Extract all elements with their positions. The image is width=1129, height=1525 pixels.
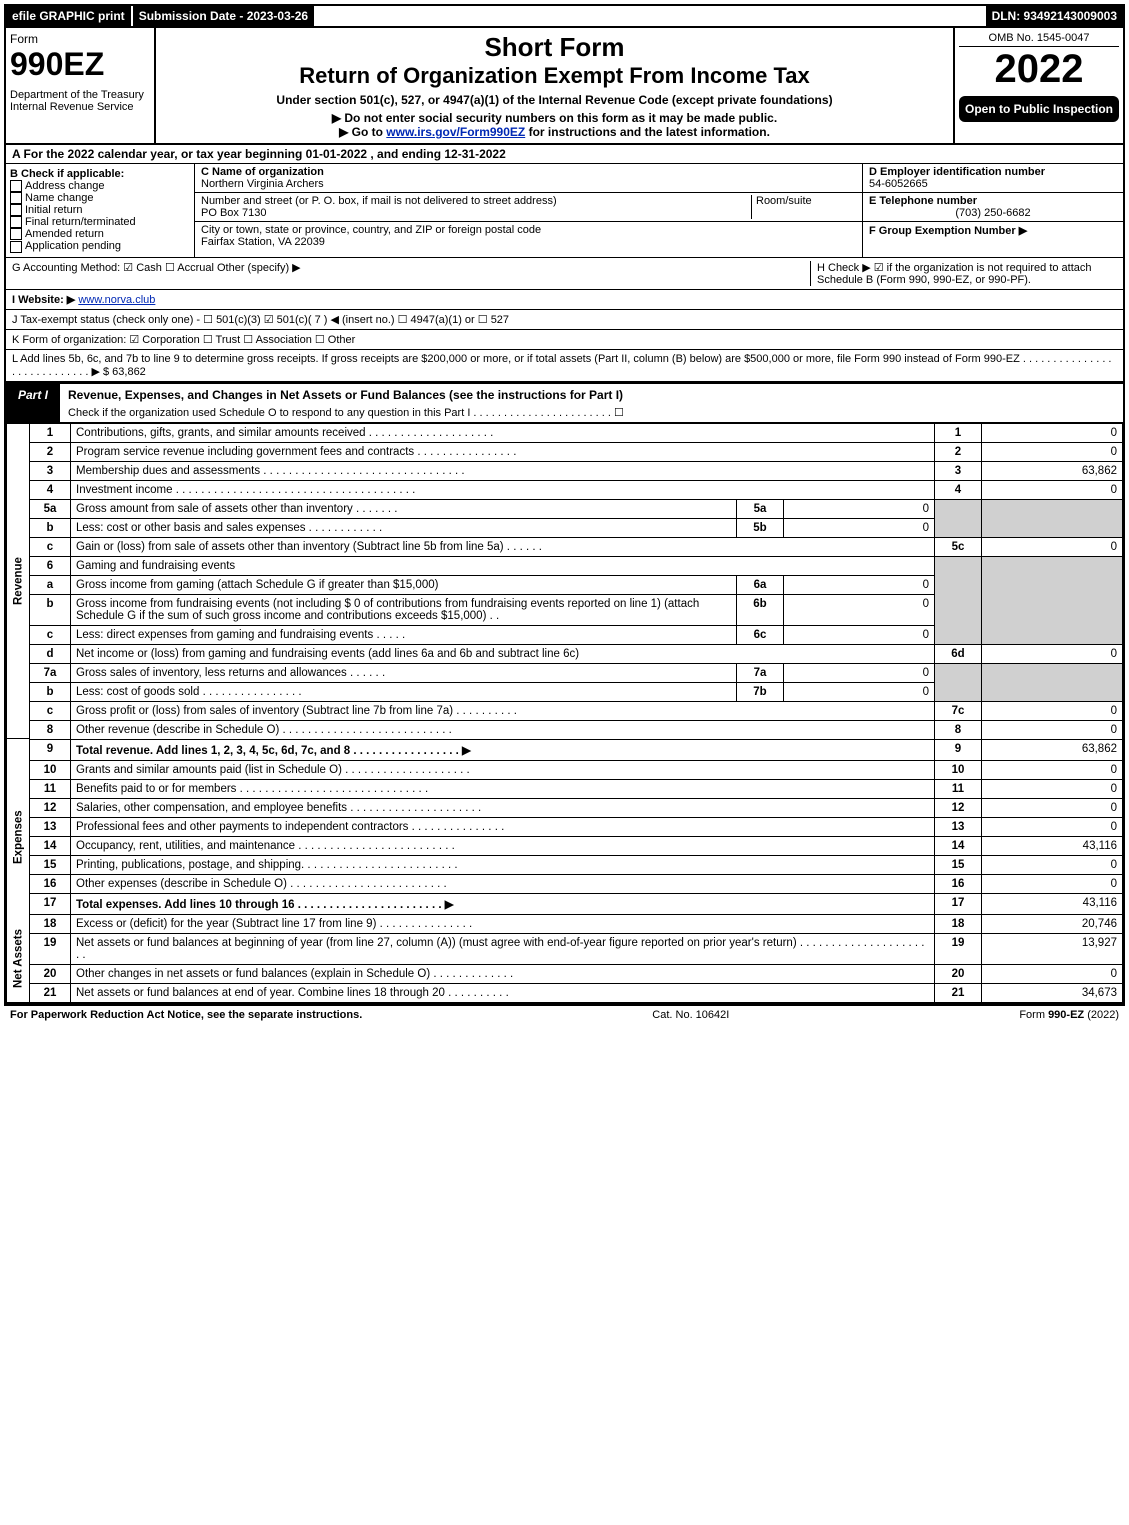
line-6d: d Net income or (loss) from gaming and f… xyxy=(7,644,1123,663)
line-2: 2 Program service revenue including gove… xyxy=(7,442,1123,461)
return-title: Return of Organization Exempt From Incom… xyxy=(160,63,949,89)
line-6: 6 Gaming and fundraising events xyxy=(7,556,1123,575)
page-footer: For Paperwork Reduction Act Notice, see … xyxy=(4,1005,1125,1024)
tax-year: 2022 xyxy=(959,47,1119,92)
line-16: 16Other expenses (describe in Schedule O… xyxy=(7,874,1123,893)
efile-print-label[interactable]: efile GRAPHIC print xyxy=(6,6,131,26)
form-version: Form 990-EZ (2022) xyxy=(1019,1009,1119,1021)
top-bar: efile GRAPHIC print Submission Date - 20… xyxy=(6,6,1123,28)
form-container: efile GRAPHIC print Submission Date - 20… xyxy=(4,4,1125,1005)
line-11: 11Benefits paid to or for members . . . … xyxy=(7,779,1123,798)
accounting-method: G Accounting Method: ☑ Cash ☐ Accrual Ot… xyxy=(12,261,810,286)
l-text: L Add lines 5b, 6c, and 7b to line 9 to … xyxy=(12,353,1112,378)
line-4: 4 Investment income . . . . . . . . . . … xyxy=(7,480,1123,499)
line-15: 15Printing, publications, postage, and s… xyxy=(7,855,1123,874)
line-12: 12Salaries, other compensation, and empl… xyxy=(7,798,1123,817)
sections-d-e-f: D Employer identification number 54-6052… xyxy=(863,164,1123,257)
omb-number: OMB No. 1545-0047 xyxy=(959,32,1119,47)
revenue-side-label: Revenue xyxy=(7,423,30,739)
line-13: 13Professional fees and other payments t… xyxy=(7,817,1123,836)
e-phone-label: E Telephone number xyxy=(869,195,977,207)
form-word: Form xyxy=(10,32,150,46)
dept-label: Department of the Treasury xyxy=(10,89,150,101)
section-b-title: B Check if applicable: xyxy=(10,168,190,180)
part-i-table: Revenue 1 Contributions, gifts, grants, … xyxy=(6,423,1123,1003)
line-21: 21Net assets or fund balances at end of … xyxy=(7,983,1123,1002)
schedule-b-check: H Check ▶ ☑ if the organization is not r… xyxy=(810,261,1117,286)
part-i-header: Part I Revenue, Expenses, and Changes in… xyxy=(6,382,1123,423)
part-i-tab: Part I xyxy=(6,384,60,422)
org-city: Fairfax Station, VA 22039 xyxy=(201,236,325,248)
line-20: 20Other changes in net assets or fund ba… xyxy=(7,964,1123,983)
part-i-check: Check if the organization used Schedule … xyxy=(60,406,1123,422)
section-l-gross-receipts: L Add lines 5b, 6c, and 7b to line 9 to … xyxy=(6,350,1123,382)
section-i-website: I Website: ▶ www.norva.club xyxy=(6,290,1123,310)
f-group-label: F Group Exemption Number ▶ xyxy=(869,225,1027,237)
line-1: Revenue 1 Contributions, gifts, grants, … xyxy=(7,423,1123,442)
cb-final-return[interactable]: Final return/terminated xyxy=(10,216,190,228)
open-public-inspection: Open to Public Inspection xyxy=(959,96,1119,122)
line-8: 8 Other revenue (describe in Schedule O)… xyxy=(7,720,1123,739)
section-c: C Name of organization Northern Virginia… xyxy=(195,164,863,257)
line-7a: 7a Gross sales of inventory, less return… xyxy=(7,663,1123,682)
sections-b-through-f: B Check if applicable: Address change Na… xyxy=(6,164,1123,258)
section-j-tax-status: J Tax-exempt status (check only one) - ☐… xyxy=(6,310,1123,330)
line-18: Net Assets 18Excess or (deficit) for the… xyxy=(7,914,1123,933)
short-form-title: Short Form xyxy=(160,32,949,63)
line-17: 17Total expenses. Add lines 10 through 1… xyxy=(7,893,1123,914)
cb-name-change[interactable]: Name change xyxy=(10,192,190,204)
phone-value: (703) 250-6682 xyxy=(869,207,1117,219)
line-19: 19Net assets or fund balances at beginni… xyxy=(7,933,1123,964)
instructions-link[interactable]: ▶ Go to www.irs.gov/Form990EZ for instru… xyxy=(160,125,949,139)
org-name: Northern Virginia Archers xyxy=(201,178,324,190)
l-amount: 63,862 xyxy=(112,366,146,378)
part-i-title: Revenue, Expenses, and Changes in Net As… xyxy=(60,384,1123,406)
cb-amended-return[interactable]: Amended return xyxy=(10,228,190,240)
expenses-side-label: Expenses xyxy=(7,760,30,914)
d-ein-label: D Employer identification number xyxy=(869,166,1045,178)
section-a-tax-year: A For the 2022 calendar year, or tax yea… xyxy=(6,145,1123,164)
irs-label: Internal Revenue Service xyxy=(10,101,150,113)
line-3: 3 Membership dues and assessments . . . … xyxy=(7,461,1123,480)
section-k-org-form: K Form of organization: ☑ Corporation ☐ … xyxy=(6,330,1123,350)
dln-label: DLN: 93492143009003 xyxy=(986,6,1123,26)
room-suite-label: Room/suite xyxy=(756,195,812,207)
ssn-warning: ▶ Do not enter social security numbers o… xyxy=(160,111,949,125)
form-header: Form 990EZ Department of the Treasury In… xyxy=(6,28,1123,145)
line-5c: c Gain or (loss) from sale of assets oth… xyxy=(7,537,1123,556)
form-number: 990EZ xyxy=(10,46,150,83)
line-9: 9 Total revenue. Add lines 1, 2, 3, 4, 5… xyxy=(7,739,1123,760)
section-b: B Check if applicable: Address change Na… xyxy=(6,164,195,257)
netassets-side-label: Net Assets xyxy=(7,914,30,1002)
cb-application-pending[interactable]: Application pending xyxy=(10,240,190,252)
irs-link[interactable]: www.irs.gov/Form990EZ xyxy=(386,125,525,139)
c-street-label: Number and street (or P. O. box, if mail… xyxy=(201,195,557,207)
paperwork-notice: For Paperwork Reduction Act Notice, see … xyxy=(10,1009,362,1021)
ein-value: 54-6052665 xyxy=(869,178,928,190)
website-link[interactable]: www.norva.club xyxy=(78,294,155,306)
subtitle: Under section 501(c), 527, or 4947(a)(1)… xyxy=(160,93,949,107)
c-name-label: C Name of organization xyxy=(201,166,324,178)
line-10: Expenses 10 Grants and similar amounts p… xyxy=(7,760,1123,779)
org-street: PO Box 7130 xyxy=(201,207,266,219)
line-14: 14Occupancy, rent, utilities, and mainte… xyxy=(7,836,1123,855)
catalog-number: Cat. No. 10642I xyxy=(652,1009,729,1021)
cb-initial-return[interactable]: Initial return xyxy=(10,204,190,216)
submission-date-label: Submission Date - 2023-03-26 xyxy=(131,6,314,26)
cb-address-change[interactable]: Address change xyxy=(10,180,190,192)
line-7c: c Gross profit or (loss) from sales of i… xyxy=(7,701,1123,720)
line-5a: 5a Gross amount from sale of assets othe… xyxy=(7,499,1123,518)
c-city-label: City or town, state or province, country… xyxy=(201,224,541,236)
section-g-h: G Accounting Method: ☑ Cash ☐ Accrual Ot… xyxy=(6,258,1123,290)
